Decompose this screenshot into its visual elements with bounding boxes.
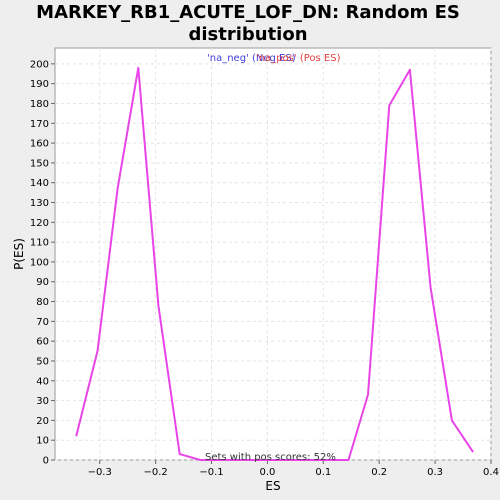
y-tick-label: 30 [36,396,49,407]
y-tick-label: 80 [36,297,49,308]
y-tick-label: 190 [30,79,49,90]
x-tick-label: 0.3 [427,467,443,478]
y-tick-label: 120 [30,218,49,229]
series-group [75,66,474,461]
x-axis-label: ES [265,479,280,493]
grid [55,48,492,461]
y-tick-label: 180 [30,99,49,110]
y-tick-label: 40 [36,376,49,387]
plot-area [54,47,492,461]
y-tick-label: 100 [30,257,49,268]
x-tick-label: 0.0 [259,467,275,478]
y-tick-label: 160 [30,139,49,150]
y-tick-label: 20 [36,416,49,427]
es-distribution-line [75,66,474,461]
y-tick-label: 60 [36,337,49,348]
y-tick-label: 90 [36,277,49,288]
y-tick-label: 130 [30,198,49,209]
y-tick-label: 50 [36,356,49,367]
x-tick-label: 0.2 [371,467,387,478]
chart-title-line2: distribution [188,24,307,45]
axes: 0 10 20 30 40 50 60 70 80 90 100 110 120 130 140 150 160… [30,59,499,478]
x-tick-label: 0.1 [315,467,331,478]
y-tick-label: 150 [30,158,49,169]
y-tick-label: 10 [36,436,49,447]
x-tick-label: −0.2 [143,467,167,478]
y-tick-label: 170 [30,119,49,130]
legend: 'na_neg' (Neg ES)'na_pos' (Pos ES) [207,53,341,64]
y-tick-label: 70 [36,317,49,328]
x-tick-label: −0.1 [199,467,223,478]
x-tick-label: 0.4 [483,467,499,478]
legend-entry-neg: 'na_neg' (Neg ES) [207,53,296,64]
y-axis-label: P(ES) [12,238,26,270]
pos-scores-annotation: Sets with pos scores: 52% [205,452,336,463]
y-tick-label: 200 [30,59,49,70]
y-tick-label: 0 [43,456,49,467]
y-tick-label: 110 [30,238,49,249]
chart-title-line1: MARKEY_RB1_ACUTE_LOF_DN: Random ES [36,2,460,23]
y-tick-label: 140 [30,178,49,189]
legend-entry-pos: 'na_pos' (Pos ES) [256,53,341,64]
x-tick-label: −0.3 [88,467,112,478]
